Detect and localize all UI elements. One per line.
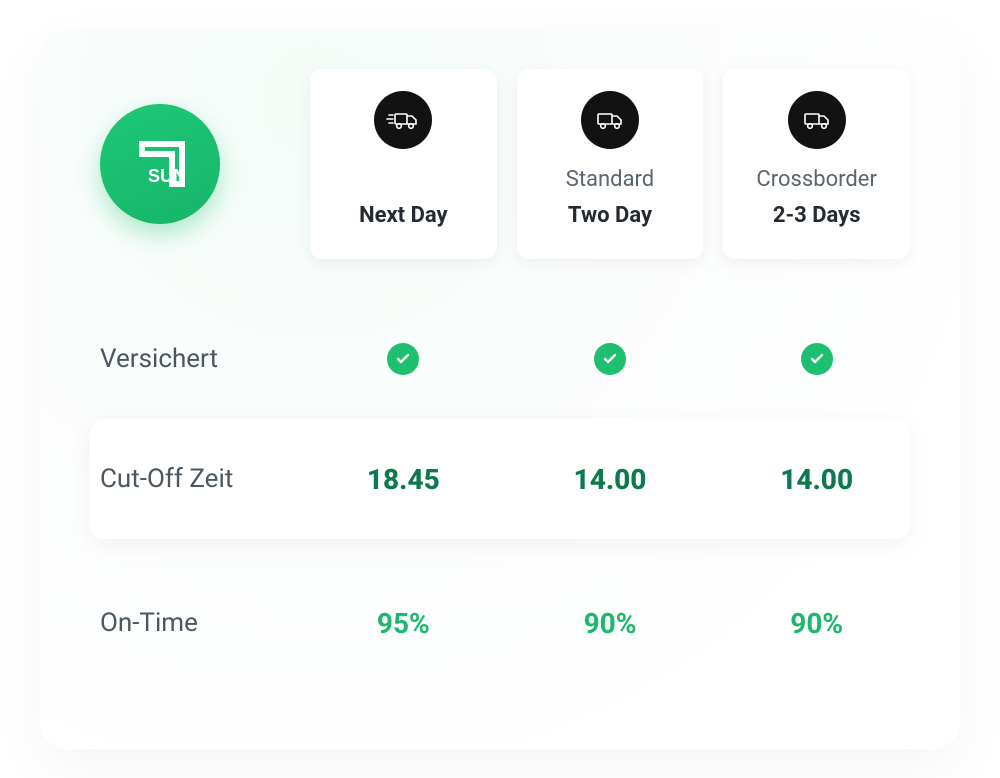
row-label-ontime: On-Time xyxy=(90,608,290,638)
check-icon xyxy=(594,343,626,375)
option-title: Standard xyxy=(566,167,654,193)
shipping-option-crossborder[interactable]: Crossborder 2-3 Days xyxy=(723,69,910,259)
ontime-value-0: 95% xyxy=(377,607,430,640)
row-cutoff: Cut-Off Zeit 18.45 14.00 14.00 xyxy=(90,419,910,539)
row-label-cutoff: Cut-Off Zeit xyxy=(90,464,290,494)
row-ontime: On-Time 95% 90% 90% xyxy=(90,563,910,683)
shipping-comparison-card: SUN Next Day xyxy=(40,29,960,749)
cutoff-value-2: 14.00 xyxy=(780,463,853,496)
truck-fast-icon xyxy=(374,91,432,149)
cutoff-value-0: 18.45 xyxy=(367,463,440,496)
versichert-cell-0 xyxy=(310,343,497,375)
ontime-value-2: 90% xyxy=(790,607,843,640)
shipping-option-nextday[interactable]: Next Day xyxy=(310,69,497,259)
option-duration: Next Day xyxy=(359,203,448,228)
check-icon xyxy=(801,343,833,375)
brand-logo: SUN xyxy=(100,104,220,224)
check-icon xyxy=(387,343,419,375)
row-cutoff-card: Cut-Off Zeit 18.45 14.00 14.00 xyxy=(90,419,910,539)
option-duration: 2-3 Days xyxy=(773,203,861,228)
ontime-value-1: 90% xyxy=(584,607,637,640)
cutoff-value-1: 14.00 xyxy=(574,463,647,496)
option-duration: Two Day xyxy=(568,203,652,228)
logo-cell: SUN xyxy=(90,104,290,224)
brand-logo-icon: SUN xyxy=(128,132,192,196)
option-title: Crossborder xyxy=(756,167,877,193)
truck-icon xyxy=(788,91,846,149)
row-label-versichert: Versichert xyxy=(90,344,290,374)
svg-text:SUN: SUN xyxy=(148,166,186,186)
versichert-cell-1 xyxy=(517,343,704,375)
shipping-option-standard[interactable]: Standard Two Day xyxy=(517,69,704,259)
truck-icon xyxy=(581,91,639,149)
row-versichert: Versichert xyxy=(90,299,910,419)
header-row: SUN Next Day xyxy=(90,69,910,259)
versichert-cell-2 xyxy=(723,343,910,375)
